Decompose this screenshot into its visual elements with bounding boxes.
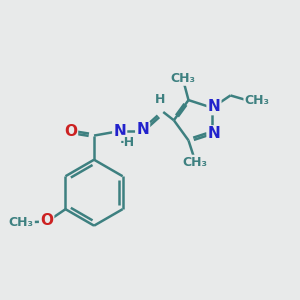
Text: N: N — [208, 99, 220, 114]
Text: CH₃: CH₃ — [171, 72, 196, 85]
Text: N: N — [113, 124, 126, 139]
Text: CH₃: CH₃ — [9, 216, 34, 229]
Text: CH₃: CH₃ — [244, 94, 269, 106]
Text: N: N — [136, 122, 149, 137]
Text: H: H — [154, 93, 165, 106]
Text: O: O — [64, 124, 77, 139]
Text: ·H: ·H — [120, 136, 135, 149]
Text: CH₃: CH₃ — [182, 156, 208, 169]
Text: O: O — [40, 214, 53, 229]
Text: N: N — [208, 126, 220, 141]
